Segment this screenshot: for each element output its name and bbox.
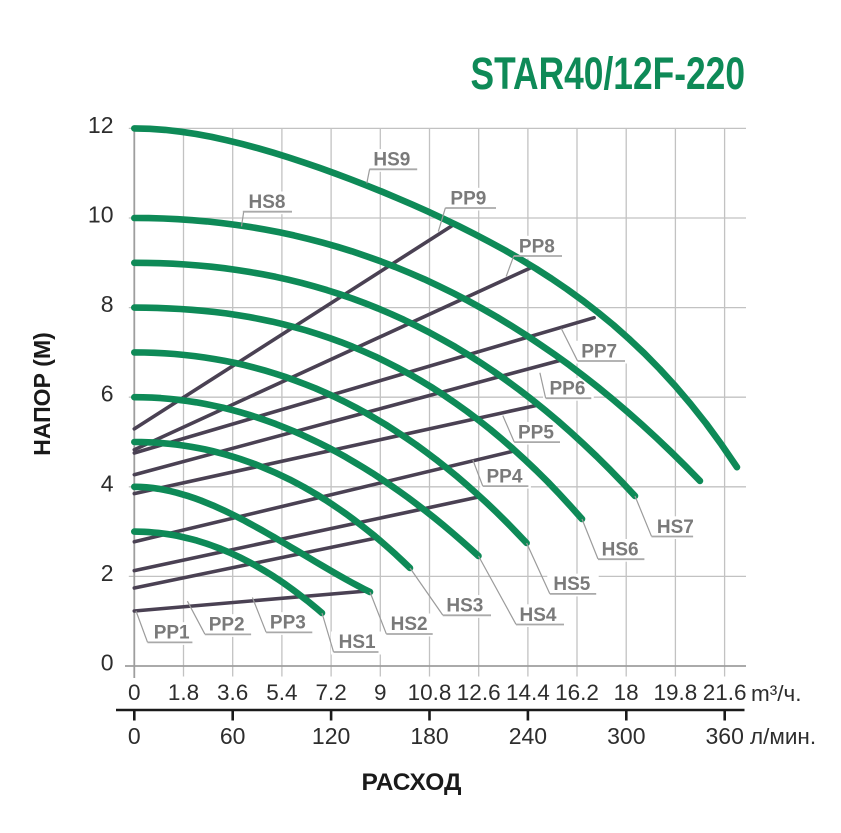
svg-text:HS5: HS5 xyxy=(553,574,590,595)
svg-text:HS1: HS1 xyxy=(339,632,376,653)
svg-text:HS7: HS7 xyxy=(657,517,694,538)
svg-text:PP7: PP7 xyxy=(581,341,617,362)
svg-text:PP9: PP9 xyxy=(450,188,486,209)
svg-text:5.4: 5.4 xyxy=(266,680,297,705)
svg-text:60: 60 xyxy=(220,723,246,749)
svg-text:10.8: 10.8 xyxy=(408,680,452,705)
svg-text:HS4: HS4 xyxy=(520,605,557,626)
svg-text:4: 4 xyxy=(101,470,114,496)
svg-text:1.8: 1.8 xyxy=(168,680,199,705)
svg-text:РАСХОД: РАСХОД xyxy=(362,769,462,796)
svg-text:3.6: 3.6 xyxy=(217,680,248,705)
svg-text:0: 0 xyxy=(101,650,114,676)
svg-text:PP3: PP3 xyxy=(270,613,306,634)
svg-text:120: 120 xyxy=(312,723,350,749)
svg-text:7.2: 7.2 xyxy=(315,680,346,705)
svg-text:360: 360 xyxy=(706,723,744,749)
svg-text:12: 12 xyxy=(88,112,114,138)
svg-text:180: 180 xyxy=(410,723,448,749)
svg-text:10: 10 xyxy=(88,202,114,228)
svg-text:л/мин.: л/мин. xyxy=(750,724,816,749)
svg-text:HS8: HS8 xyxy=(249,192,286,213)
svg-text:2: 2 xyxy=(101,560,114,586)
svg-text:300: 300 xyxy=(607,723,645,749)
svg-text:0: 0 xyxy=(128,680,141,705)
svg-text:PP2: PP2 xyxy=(209,615,245,636)
svg-text:PP8: PP8 xyxy=(519,236,555,257)
svg-text:PP5: PP5 xyxy=(518,422,554,443)
svg-text:19.8: 19.8 xyxy=(654,680,698,705)
svg-text:STAR40/12F-220: STAR40/12F-220 xyxy=(471,48,746,99)
svg-text:PP4: PP4 xyxy=(487,466,523,487)
svg-text:14.4: 14.4 xyxy=(506,680,550,705)
svg-text:12.6: 12.6 xyxy=(457,680,501,705)
svg-text:HS9: HS9 xyxy=(373,150,410,171)
svg-text:16.2: 16.2 xyxy=(555,680,599,705)
svg-text:PP1: PP1 xyxy=(154,623,190,644)
svg-text:9: 9 xyxy=(374,680,387,705)
svg-text:8: 8 xyxy=(101,291,114,317)
svg-text:PP6: PP6 xyxy=(550,379,586,400)
svg-text:HS2: HS2 xyxy=(391,614,428,635)
svg-text:21.6: 21.6 xyxy=(703,680,747,705)
svg-text:НАПОР (М): НАПОР (М) xyxy=(29,332,55,456)
svg-text:m³/ч.: m³/ч. xyxy=(751,681,801,706)
svg-text:0: 0 xyxy=(128,723,141,749)
svg-text:HS3: HS3 xyxy=(446,596,483,617)
svg-text:240: 240 xyxy=(509,723,547,749)
svg-text:18: 18 xyxy=(614,680,639,705)
svg-text:HS6: HS6 xyxy=(602,540,639,561)
svg-text:6: 6 xyxy=(101,381,114,407)
